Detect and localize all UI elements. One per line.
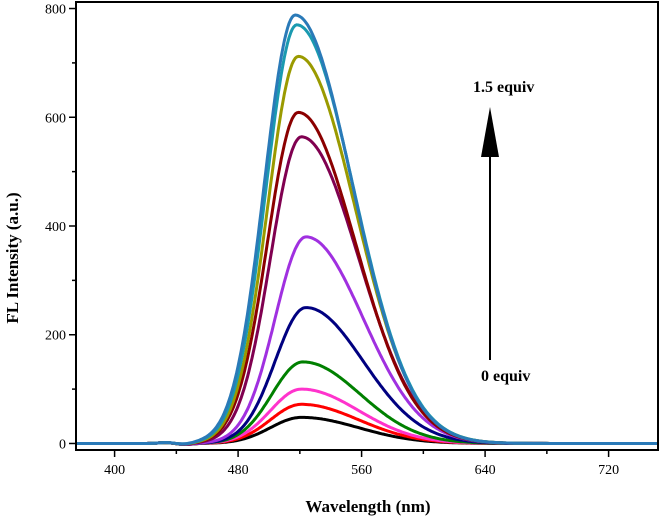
y-tick-label: 600 [45,111,66,126]
series-layer [76,13,658,446]
series-line-3 [76,387,658,446]
series-line-1 [76,415,658,446]
series-line-2 [76,402,658,446]
y-tick-label: 800 [45,3,66,18]
y-tick-label: 200 [45,329,66,344]
series-line-10 [76,23,658,446]
series-line-4 [76,360,658,446]
ticks-layer: 400 480 560 640 720 0 200 400 600 800 [45,3,619,478]
y-tick-label: 0 [59,437,66,452]
series-line-6 [76,235,658,446]
x-tick-label: 640 [475,463,496,478]
annotation-top: 1.5 equiv [473,79,534,96]
x-tick-label: 720 [598,463,619,478]
y-axis-label: FL Intensity (a.u.) [3,192,22,323]
x-tick-label: 480 [228,463,249,478]
annotation-bottom: 0 equiv [481,368,530,385]
series-line-11 [76,13,658,446]
x-tick-label: 400 [104,463,125,478]
y-tick-label: 400 [45,220,66,235]
series-line-8 [76,110,658,446]
x-tick-label: 560 [351,463,372,478]
plot-frame [75,1,659,451]
x-axis-label: Wavelength (nm) [305,497,430,516]
increase-arrow [481,107,499,360]
